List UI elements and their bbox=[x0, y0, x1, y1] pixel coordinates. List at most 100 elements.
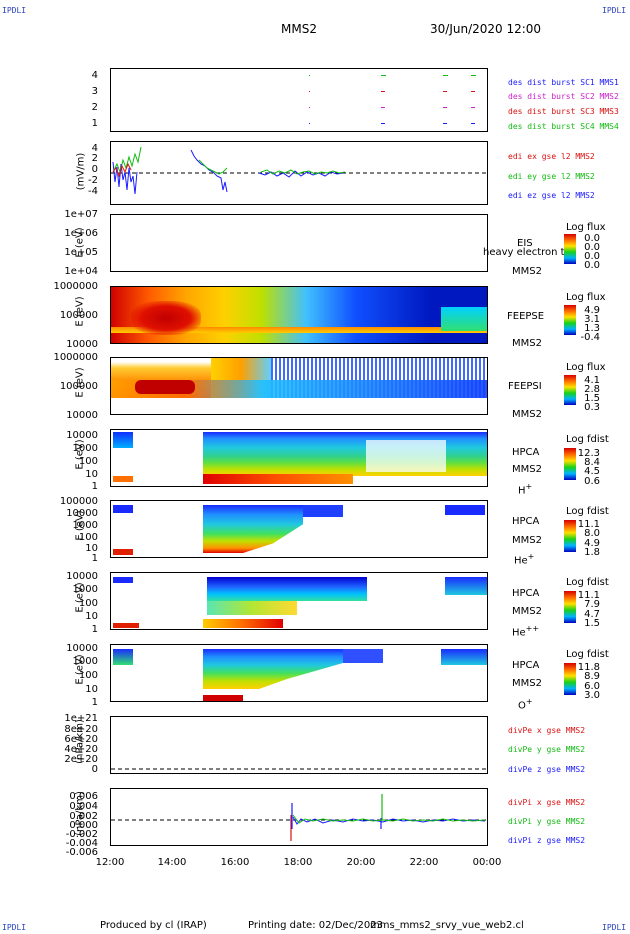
hpca-hepp-ytick-1e2: 100 bbox=[78, 598, 98, 609]
xtick-0000: 00:00 bbox=[472, 857, 502, 868]
xtick-2000: 20:00 bbox=[346, 857, 376, 868]
hpca-o-ytick-1: 1 bbox=[91, 697, 98, 708]
feepsi-colorbar bbox=[564, 375, 576, 405]
feepse-cb-v4: -0.4 bbox=[580, 332, 600, 343]
divpe-ytick-4e20: 4e+20 bbox=[64, 744, 98, 755]
hpca-o-spacecraft: MMS2 bbox=[512, 678, 542, 689]
divpe-legend-x: divPe x gse MMS2 bbox=[508, 726, 586, 735]
eis-cb-v3: 0.0 bbox=[584, 251, 600, 262]
hpca-he-colorbar-title: Log fdist bbox=[566, 506, 609, 517]
edi-plot bbox=[111, 146, 487, 195]
hpca-o-cb-v4: 3.0 bbox=[584, 690, 600, 701]
edi-ytick-4: 4 bbox=[91, 143, 98, 154]
footer-produced: Produced by cl (IRAP) bbox=[100, 920, 207, 931]
hpca-h-instrument: HPCA bbox=[512, 447, 540, 458]
hpca-he-cb-v4: 1.8 bbox=[584, 547, 600, 558]
eis-panel bbox=[110, 214, 488, 272]
hpca-he-cb-v1: 11.1 bbox=[577, 519, 600, 530]
edi-panel bbox=[110, 141, 488, 205]
hpca-hepp-panel bbox=[110, 572, 488, 630]
edi-ytick-m2: -2 bbox=[88, 175, 98, 186]
feepse-colorbar bbox=[564, 305, 576, 335]
divpi-ytick-0002: 0.002 bbox=[69, 811, 98, 822]
divpe-legend-z: divPe z gse MMS2 bbox=[508, 765, 586, 774]
hpca-h-ytick-1e2: 100 bbox=[78, 456, 98, 467]
burst-ytick-2: 2 bbox=[91, 102, 98, 113]
eis-ylabel: E (eV) bbox=[74, 227, 86, 258]
burst-plot bbox=[309, 75, 476, 124]
hpca-he-ytick-1e5: 100000 bbox=[59, 496, 98, 507]
hpca-o-cb-v2: 8.9 bbox=[584, 671, 600, 682]
feepse-cb-v3: 1.3 bbox=[584, 323, 600, 334]
footer-printing-date: Printing date: 02/Dec/2023 bbox=[248, 920, 384, 931]
eis-ytick-1e6: 1e+06 bbox=[64, 228, 98, 239]
burst-panel bbox=[110, 68, 488, 132]
divpe-legend-y: divPe y gse MMS2 bbox=[508, 745, 586, 754]
hpca-h-species: H+ bbox=[518, 482, 532, 496]
hpca-he-ytick-1e4: 10000 bbox=[66, 508, 98, 519]
eis-instrument: EIS bbox=[517, 238, 533, 249]
hpca-o-colorbar-title: Log fdist bbox=[566, 649, 609, 660]
page-title: MMS2 bbox=[281, 22, 317, 36]
hpca-h-species-name: H bbox=[518, 485, 526, 497]
hpca-h-ytick-1: 1 bbox=[91, 481, 98, 492]
feepsi-ytick-1e6: 1000000 bbox=[53, 352, 98, 363]
feepsi-cb-v3: 1.5 bbox=[584, 393, 600, 404]
eis-cb-v1: 0.0 bbox=[584, 233, 600, 244]
divpi-legend-x: divPi x gse MMS2 bbox=[508, 798, 586, 807]
xtick-1600: 16:00 bbox=[220, 857, 250, 868]
hpca-he-ytick-1e3: 1000 bbox=[72, 520, 98, 531]
edi-ytick-0: 0 bbox=[91, 164, 98, 175]
xtick-1800: 18:00 bbox=[283, 857, 313, 868]
hpca-o-panel bbox=[110, 644, 488, 702]
burst-legend-1: des dist burst SC1 MMS1 bbox=[508, 78, 619, 87]
hpca-he-ytick-10: 10 bbox=[85, 543, 98, 554]
eis-overlay-text: heavy electron to bbox=[483, 247, 571, 258]
hpca-h-ytick-10: 10 bbox=[85, 469, 98, 480]
hpca-hepp-colorbar bbox=[564, 591, 576, 623]
eis-cb-v4: 0.0 bbox=[584, 260, 600, 271]
burst-ytick-4: 4 bbox=[91, 70, 98, 81]
hpca-hepp-species: He++ bbox=[512, 624, 539, 638]
feepse-cb-v1: 4.9 bbox=[584, 305, 600, 316]
divpe-ytick-2e20: 2e+20 bbox=[64, 754, 98, 765]
hpca-he-ytick-1e2: 100 bbox=[78, 532, 98, 543]
burst-legend-4: des dist burst SC4 MMS4 bbox=[508, 122, 619, 131]
divpi-legend-z: divPi z gse MMS2 bbox=[508, 836, 586, 845]
divpi-plot bbox=[111, 794, 487, 841]
eis-cb-v2: 0.0 bbox=[584, 242, 600, 253]
corner-mark-top-right: IPDLI bbox=[602, 6, 627, 15]
feepsi-instrument: FEEPSI bbox=[508, 381, 542, 392]
hpca-o-species: O+ bbox=[518, 697, 533, 711]
hpca-hepp-colorbar-title: Log fdist bbox=[566, 577, 609, 588]
hpca-h-cb-v3: 4.5 bbox=[584, 466, 600, 477]
corner-mark-bottom-right: IPDLI bbox=[602, 923, 627, 932]
hpca-h-cb-v4: 0.6 bbox=[584, 476, 600, 487]
divpe-ytick-6e20: 6e+20 bbox=[64, 734, 98, 745]
feepse-spacecraft: MMS2 bbox=[512, 338, 542, 349]
hpca-h-cb-v2: 8.4 bbox=[584, 457, 600, 468]
hpca-o-cb-v1: 11.8 bbox=[577, 662, 600, 673]
eis-ytick-1e4: 1e+04 bbox=[64, 266, 98, 277]
divpi-ytick-m0002: -0.002 bbox=[65, 829, 98, 840]
footer-file: mms_mms2_srvy_vue_web2.cl bbox=[370, 920, 524, 931]
hpca-hepp-instrument: HPCA bbox=[512, 588, 540, 599]
divpi-ytick-0004: 0.004 bbox=[69, 801, 98, 812]
corner-mark-top-left: IPDLI bbox=[2, 6, 27, 15]
feepsi-ytick-1e5: 100000 bbox=[59, 381, 98, 392]
divpi-ytick-m0004: -0.004 bbox=[65, 838, 98, 849]
divpi-ytick-0000: 0.000 bbox=[69, 820, 98, 831]
feepse-ytick-1e5: 100000 bbox=[59, 310, 98, 321]
hpca-hepp-cb-v4: 1.5 bbox=[584, 618, 600, 629]
divpe-plot bbox=[111, 768, 487, 770]
hpca-h-cb-v1: 12.3 bbox=[577, 448, 600, 459]
feepsi-cb-v1: 4.1 bbox=[584, 375, 600, 386]
feepse-ytick-1e6: 1000000 bbox=[53, 281, 98, 292]
hpca-he-colorbar bbox=[564, 520, 576, 552]
hpca-h-ytick-1e4: 10000 bbox=[66, 430, 98, 441]
divpi-ytick-m0006: -0.006 bbox=[65, 847, 98, 858]
edi-ytick-m4: -4 bbox=[88, 186, 98, 197]
hpca-o-instrument: HPCA bbox=[512, 660, 540, 671]
edi-legend-y: edi ey gse l2 MMS2 bbox=[508, 172, 595, 181]
hpca-he-charge: + bbox=[527, 552, 535, 561]
